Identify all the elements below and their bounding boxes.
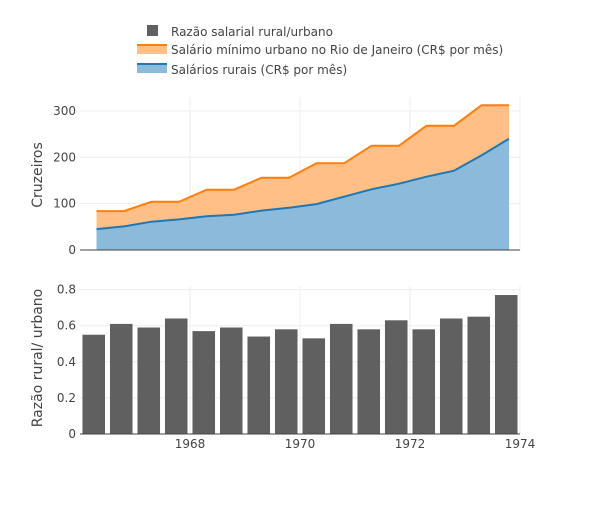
ratio-bar (494, 295, 518, 434)
ratio-bar (274, 329, 298, 434)
ratio-bar (302, 338, 326, 434)
x-tick-label: 1974 (505, 437, 536, 451)
top-y-axis-title: Cruzeiros (30, 142, 46, 208)
legend-label: Salário mínimo urbano no Rio de Janeiro … (171, 43, 503, 57)
ratio-bar (247, 336, 271, 434)
area-swatch-icon (137, 45, 167, 54)
y-tick-label: 300 (53, 104, 76, 118)
legend-label: Razão salarial rural/urbano (171, 25, 333, 39)
y-tick-label: 100 (53, 197, 76, 211)
ratio-bar (109, 323, 133, 434)
wage-area-plot: 0 100 200 300 (53, 97, 521, 257)
legend-item-urban-wage[interactable]: Salário mínimo urbano no Rio de Janeiro … (137, 43, 503, 57)
x-tick-label: 1972 (395, 437, 426, 451)
ratio-bar-plot: 0 0.2 0.4 0.6 0.8 1968 1970 1972 1974 (57, 283, 535, 451)
legend-item-ratio[interactable]: Razão salarial rural/urbano (147, 25, 333, 39)
ratio-bar (82, 334, 106, 434)
ratio-bar (192, 331, 216, 434)
ratio-bar (412, 329, 436, 434)
area-swatch-icon (137, 64, 167, 73)
x-tick-label: 1968 (175, 437, 206, 451)
y-tick-label: 0.2 (57, 391, 76, 405)
ratio-bar (164, 318, 188, 434)
y-tick-label: 0 (68, 427, 76, 441)
y-tick-label: 0.8 (57, 283, 76, 297)
y-tick-label: 0.4 (57, 355, 76, 369)
ratio-bar (467, 316, 491, 434)
y-tick-label: 0.6 (57, 319, 76, 333)
legend-item-rural-wage[interactable]: Salários rurais (CR$ por mês) (137, 63, 347, 77)
ratio-bar (357, 329, 381, 434)
rural-wage-line (96, 137, 510, 231)
rural-wage-area (96, 138, 509, 250)
y-tick-label: 200 (53, 150, 76, 164)
square-marker-icon (147, 25, 158, 36)
legend-label: Salários rurais (CR$ por mês) (171, 63, 347, 77)
urban-wage-line (96, 104, 509, 213)
y-tick-label: 0 (68, 243, 76, 257)
bottom-y-axis-title: Razão rural/ urbano (30, 289, 46, 428)
ratio-bar (384, 320, 408, 434)
ratio-bar (137, 327, 161, 434)
ratio-bar (219, 327, 243, 434)
ratio-bar (439, 318, 463, 434)
urban-wage-area (96, 105, 509, 230)
ratio-bar (329, 323, 353, 434)
legend[interactable]: Razão salarial rural/urbano Salário míni… (137, 25, 503, 77)
x-tick-label: 1970 (285, 437, 316, 451)
